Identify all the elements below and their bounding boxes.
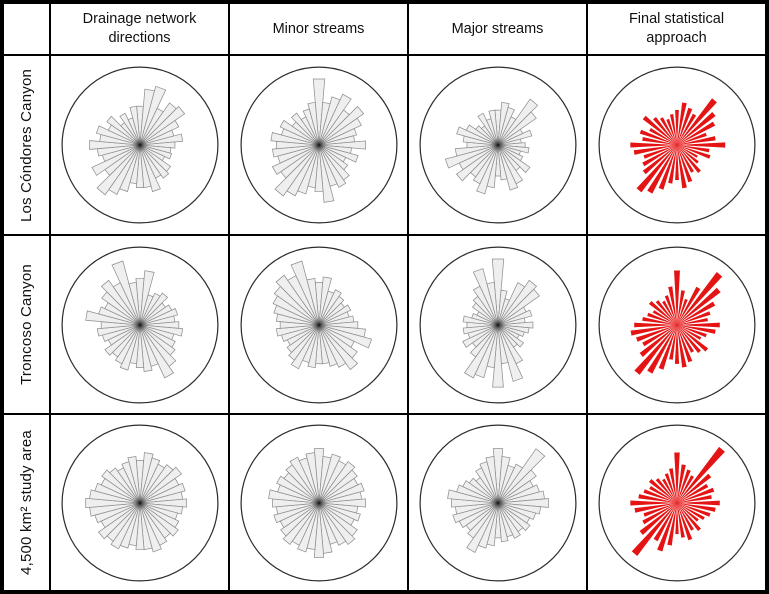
rose-chart-troncoso-major xyxy=(416,243,580,407)
corner-cell xyxy=(4,4,49,54)
rose-cell-condores-major xyxy=(409,56,586,234)
rose-chart-studyarea-final xyxy=(595,421,759,585)
column-header-major-streams: Major streams xyxy=(409,4,586,54)
rose-cell-condores-final xyxy=(588,56,765,234)
rose-cell-studyarea-final xyxy=(588,415,765,590)
rose-svg xyxy=(418,66,577,224)
row-label-los-condores: Los Cóndores Canyon xyxy=(4,56,49,234)
row-label-text: 4,500 km² study area xyxy=(18,430,35,575)
rose-svg xyxy=(418,423,577,582)
rose-chart-condores-drainage xyxy=(58,63,222,227)
row-label-text: Los Cóndores Canyon xyxy=(18,68,35,222)
column-header-label: Final statistical approach xyxy=(628,11,725,46)
rose-chart-condores-minor xyxy=(237,63,401,227)
rose-cell-troncoso-drainage xyxy=(51,236,228,413)
column-header-final-statistical: Final statistical approach xyxy=(588,4,765,54)
row-label-study-area: 4,500 km² study area xyxy=(4,415,49,590)
rose-svg xyxy=(239,66,398,224)
row-label-text: Troncoso Canyon xyxy=(18,264,35,385)
rose-cell-troncoso-minor xyxy=(230,236,407,413)
column-header-label: Drainage network directions xyxy=(82,11,197,46)
rose-svg xyxy=(60,423,219,582)
rose-cell-troncoso-major xyxy=(409,236,586,413)
rose-chart-condores-final xyxy=(595,63,759,227)
rose-svg xyxy=(239,245,398,404)
rose-chart-condores-major xyxy=(416,63,580,227)
rose-cell-studyarea-drainage xyxy=(51,415,228,590)
column-header-minor-streams: Minor streams xyxy=(230,4,407,54)
rose-cell-condores-minor xyxy=(230,56,407,234)
column-header-label: Minor streams xyxy=(272,20,365,37)
rose-svg xyxy=(597,423,756,582)
rose-cell-troncoso-final xyxy=(588,236,765,413)
rose-chart-troncoso-minor xyxy=(237,243,401,407)
rose-svg xyxy=(60,66,219,224)
rose-svg xyxy=(60,245,219,404)
rose-svg xyxy=(597,66,756,224)
row-label-troncoso: Troncoso Canyon xyxy=(4,236,49,413)
rose-cell-studyarea-major xyxy=(409,415,586,590)
rose-chart-troncoso-final xyxy=(595,243,759,407)
rose-svg xyxy=(418,245,577,404)
rose-svg xyxy=(239,423,398,582)
rose-cell-studyarea-minor xyxy=(230,415,407,590)
column-header-drainage-network: Drainage network directions xyxy=(51,4,228,54)
rose-chart-studyarea-drainage xyxy=(58,421,222,585)
rose-chart-studyarea-major xyxy=(416,421,580,585)
column-header-label: Major streams xyxy=(451,20,544,37)
rose-chart-troncoso-drainage xyxy=(58,243,222,407)
rose-svg xyxy=(597,245,756,404)
rose-cell-condores-drainage xyxy=(51,56,228,234)
rose-chart-studyarea-minor xyxy=(237,421,401,585)
